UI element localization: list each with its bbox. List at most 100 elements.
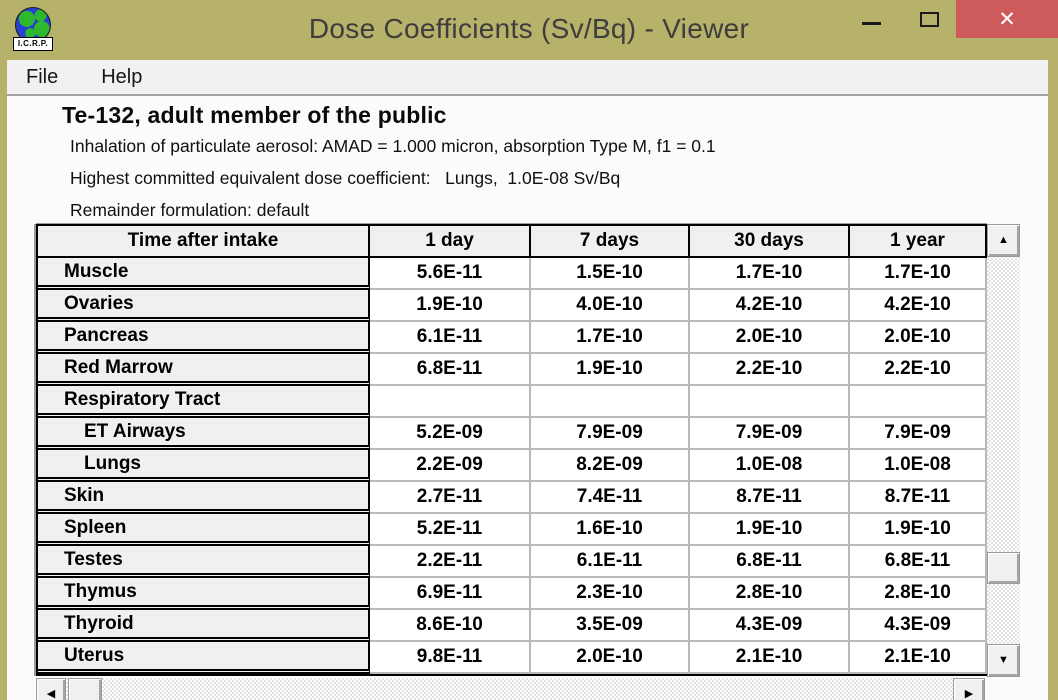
right-arrow-icon: ▶	[964, 688, 974, 700]
minimize-icon	[861, 21, 881, 25]
value-cell: 4.3E-09	[850, 610, 987, 642]
menu-bar: File Help	[7, 60, 1048, 96]
row-label-cell: Spleen	[38, 514, 370, 546]
row-label-cell: Testes	[38, 546, 370, 578]
value-cell: 2.0E-10	[850, 322, 987, 354]
value-cell: 2.1E-10	[850, 642, 987, 674]
value-cell: 4.2E-10	[690, 290, 850, 322]
value-cell	[370, 386, 531, 418]
value-cell: 7.9E-09	[531, 418, 690, 450]
value-cell: 1.6E-10	[531, 514, 690, 546]
table-row: Lungs 2.2E-09 8.2E-09 1.0E-08 1.0E-08	[38, 450, 987, 482]
value-cell: 2.1E-10	[690, 642, 850, 674]
row-label-cell: Thymus	[38, 578, 370, 610]
scroll-right-button[interactable]: ▶	[953, 678, 985, 700]
value-cell: 1.5E-10	[531, 258, 690, 290]
table-row: Thyroid 8.6E-10 3.5E-09 4.3E-09 4.3E-09	[38, 610, 987, 642]
col-header-1-year: 1 year	[850, 226, 987, 258]
value-cell: 2.8E-10	[850, 578, 987, 610]
table-row: Pancreas 6.1E-11 1.7E-10 2.0E-10 2.0E-10	[38, 322, 987, 354]
value-cell: 2.3E-10	[531, 578, 690, 610]
table-row: Ovaries 1.9E-10 4.0E-10 4.2E-10 4.2E-10	[38, 290, 987, 322]
vertical-scrollbar[interactable]: ▲ ▼	[987, 224, 1020, 677]
menu-file[interactable]: File	[26, 65, 59, 88]
value-cell	[690, 386, 850, 418]
value-cell: 1.9E-10	[370, 290, 531, 322]
value-cell: 7.9E-09	[690, 418, 850, 450]
app-icon: I.C.R.P.	[13, 7, 53, 53]
row-label-cell: Thyroid	[38, 610, 370, 642]
value-cell: 8.7E-11	[690, 482, 850, 514]
scroll-down-button[interactable]: ▼	[987, 644, 1020, 677]
value-cell	[531, 386, 690, 418]
maximize-button[interactable]	[903, 0, 955, 38]
value-cell: 2.8E-10	[690, 578, 850, 610]
value-cell: 1.7E-10	[690, 258, 850, 290]
row-label-cell: Respiratory Tract	[38, 386, 370, 418]
row-label-cell: ET Airways	[38, 418, 370, 450]
value-cell	[850, 386, 987, 418]
horizontal-scrollbar-thumb[interactable]	[68, 678, 102, 700]
value-cell: 2.0E-10	[531, 642, 690, 674]
maximize-icon	[919, 11, 939, 27]
value-cell: 4.2E-10	[850, 290, 987, 322]
value-cell: 1.9E-10	[850, 514, 987, 546]
table-row: Spleen 5.2E-11 1.6E-10 1.9E-10 1.9E-10	[38, 514, 987, 546]
client-area: Te-132, adult member of the public Inhal…	[7, 96, 1048, 700]
table-row: Red Marrow 6.8E-11 1.9E-10 2.2E-10 2.2E-…	[38, 354, 987, 386]
value-cell: 6.8E-11	[690, 546, 850, 578]
remainder-line: Remainder formulation: default	[70, 200, 310, 220]
value-cell: 8.2E-09	[531, 450, 690, 482]
col-header-1-day: 1 day	[370, 226, 531, 258]
table-row: Thymus 6.9E-11 2.3E-10 2.8E-10 2.8E-10	[38, 578, 987, 610]
value-cell: 4.0E-10	[531, 290, 690, 322]
value-cell: 5.2E-11	[370, 514, 531, 546]
vertical-scrollbar-thumb[interactable]	[987, 552, 1020, 584]
table-row: Skin 2.7E-11 7.4E-11 8.7E-11 8.7E-11	[38, 482, 987, 514]
value-cell: 6.9E-11	[370, 578, 531, 610]
value-cell: 1.0E-08	[850, 450, 987, 482]
value-cell: 1.0E-08	[690, 450, 850, 482]
table-row: Muscle 5.6E-11 1.5E-10 1.7E-10 1.7E-10	[38, 258, 987, 290]
value-cell: 5.2E-09	[370, 418, 531, 450]
row-label-cell: Lungs	[38, 450, 370, 482]
title-bar: I.C.R.P. Dose Coefficients (Sv/Bq) - Vie…	[0, 0, 1058, 60]
nuclide-heading: Te-132, adult member of the public	[62, 102, 447, 128]
table-body: Muscle 5.6E-11 1.5E-10 1.7E-10 1.7E-10 O…	[38, 258, 987, 674]
close-button[interactable]: ✕	[956, 0, 1058, 38]
close-icon: ✕	[998, 7, 1016, 31]
value-cell: 6.1E-11	[531, 546, 690, 578]
value-cell: 4.3E-09	[690, 610, 850, 642]
minimize-button[interactable]	[843, 0, 899, 38]
table-row: ET Airways 5.2E-09 7.9E-09 7.9E-09 7.9E-…	[38, 418, 987, 450]
horizontal-scrollbar[interactable]: ◀ ▶	[36, 678, 985, 700]
scroll-up-button[interactable]: ▲	[987, 224, 1020, 257]
value-cell: 1.7E-10	[531, 322, 690, 354]
value-cell: 9.8E-11	[370, 642, 531, 674]
value-cell: 7.4E-11	[531, 482, 690, 514]
value-cell: 2.2E-10	[850, 354, 987, 386]
icrp-globe-icon	[15, 7, 51, 43]
highest-dose-line: Highest committed equivalent dose coeffi…	[70, 168, 621, 188]
value-cell: 8.6E-10	[370, 610, 531, 642]
value-cell: 3.5E-09	[531, 610, 690, 642]
scroll-left-button[interactable]: ◀	[36, 678, 66, 700]
value-cell: 8.7E-11	[850, 482, 987, 514]
menu-help[interactable]: Help	[101, 65, 143, 88]
intake-description: Inhalation of particulate aerosol: AMAD …	[70, 136, 716, 156]
value-cell: 1.9E-10	[690, 514, 850, 546]
col-header-7-days: 7 days	[531, 226, 690, 258]
value-cell: 2.2E-11	[370, 546, 531, 578]
row-label-cell: Skin	[38, 482, 370, 514]
table-row: Uterus 9.8E-11 2.0E-10 2.1E-10 2.1E-10	[38, 642, 987, 674]
dose-table: Time after intake 1 day 7 days 30 days 1…	[36, 224, 987, 676]
col-header-30-days: 30 days	[690, 226, 850, 258]
row-label-cell: Red Marrow	[38, 354, 370, 386]
row-label-cell: Muscle	[38, 258, 370, 290]
value-cell: 2.2E-10	[690, 354, 850, 386]
value-cell: 2.2E-09	[370, 450, 531, 482]
value-cell: 6.8E-11	[370, 354, 531, 386]
row-label-cell: Uterus	[38, 642, 370, 674]
col-header-time-after-intake: Time after intake	[38, 226, 370, 258]
row-label-cell: Pancreas	[38, 322, 370, 354]
